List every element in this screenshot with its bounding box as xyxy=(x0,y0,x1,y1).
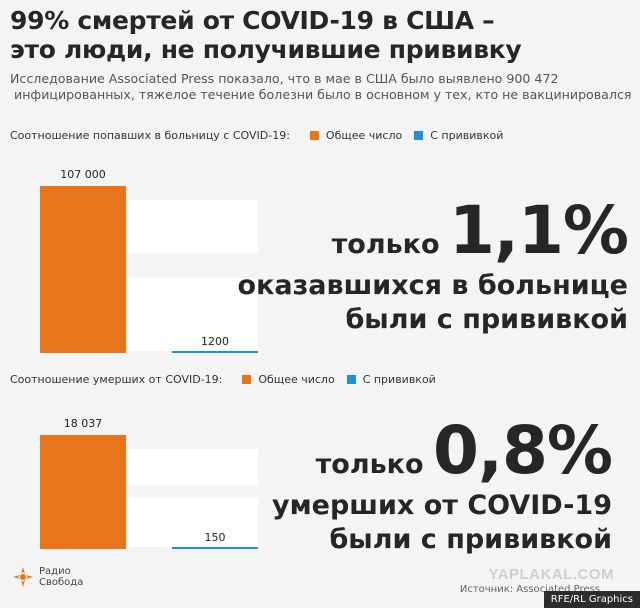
radio-svoboda-icon xyxy=(13,567,33,587)
chart2-label-vaccinated: 150 xyxy=(205,531,226,544)
subtitle: Исследование Associated Press показало, … xyxy=(10,71,635,104)
radio-svoboda-logo: Радио Свобода xyxy=(12,566,83,588)
chart2-bar-total xyxy=(40,435,126,549)
chart1-bar-vaccinated xyxy=(172,351,258,353)
legend-vaccinated-swatch xyxy=(414,131,424,140)
watermark: YAPLAKAL.COM xyxy=(488,566,614,583)
callout2-line2: умерших от COVID-19 xyxy=(272,490,612,521)
callout1-line2: оказавшихся в больнице xyxy=(237,270,628,301)
legend-total-label: Общее число xyxy=(258,373,335,386)
subtitle-line-1: Исследование Associated Press показало, … xyxy=(10,71,559,86)
legend-vaccinated-label: С прививкой xyxy=(362,373,436,386)
callout1-percent: 1,1% xyxy=(448,192,629,269)
graphics-credit: RFE/RL Graphics xyxy=(543,591,640,608)
chart1-label-total: 107 000 xyxy=(60,168,106,181)
callout1-prefix: только xyxy=(331,229,449,260)
legend-vaccinated-swatch xyxy=(346,375,356,384)
callout-deaths: только 0,8% умерших от COVID-19 были с п… xyxy=(272,412,613,557)
chart2-label-total: 18 037 xyxy=(64,417,103,430)
title-line-1: 99% смертей от COVID-19 в США – xyxy=(10,6,495,35)
chart1-panel-upper xyxy=(128,200,258,254)
legend-total-label: Общее число xyxy=(325,129,403,142)
chart2-title: Соотношение умерших от COVID-19: xyxy=(10,373,223,386)
chart1-title: Соотношение попавших в больницу с COVID-… xyxy=(10,129,290,142)
logo-line-1: Радио xyxy=(39,566,71,577)
logo-line-2: Свобода xyxy=(39,577,84,588)
subtitle-line-2: инфицированных, тяжелое течение болезни … xyxy=(10,87,632,103)
legend-total-swatch xyxy=(242,375,252,384)
chart2-panel-lower xyxy=(128,497,258,547)
chart1-legend: Соотношение попавших в больницу с COVID-… xyxy=(10,129,503,142)
chart2-deaths: 18 037 150 xyxy=(40,417,258,549)
chart1-hospitalized: 107 000 1200 xyxy=(40,168,258,353)
chart2-panel-upper xyxy=(128,449,258,486)
source-note: Источник: Associated Press xyxy=(459,584,600,595)
chart2-bars xyxy=(40,435,258,549)
chart1-label-vaccinated: 1200 xyxy=(201,335,229,348)
title-line-2: это люди, не получившие прививку xyxy=(10,35,522,65)
chart1-bar-total xyxy=(40,186,126,353)
page-title: 99% смертей от COVID-19 в США – это люди… xyxy=(10,6,522,65)
chart1-panel-lower xyxy=(128,277,258,351)
callout-hospitalized: только 1,1% оказавшихся в больнице были … xyxy=(237,192,629,337)
callout2-line3: были с прививкой xyxy=(329,523,612,555)
chart2-bar-vaccinated xyxy=(172,547,258,549)
chart2-legend: Соотношение умерших от COVID-19: Общее ч… xyxy=(10,373,436,386)
callout2-percent: 0,8% xyxy=(432,412,613,489)
callout1-line3: были с прививкой xyxy=(345,303,628,335)
legend-vaccinated-label: С прививкой xyxy=(430,129,504,142)
legend-total-swatch xyxy=(309,131,319,140)
chart1-bars xyxy=(40,186,258,353)
callout2-prefix: только xyxy=(315,449,433,480)
